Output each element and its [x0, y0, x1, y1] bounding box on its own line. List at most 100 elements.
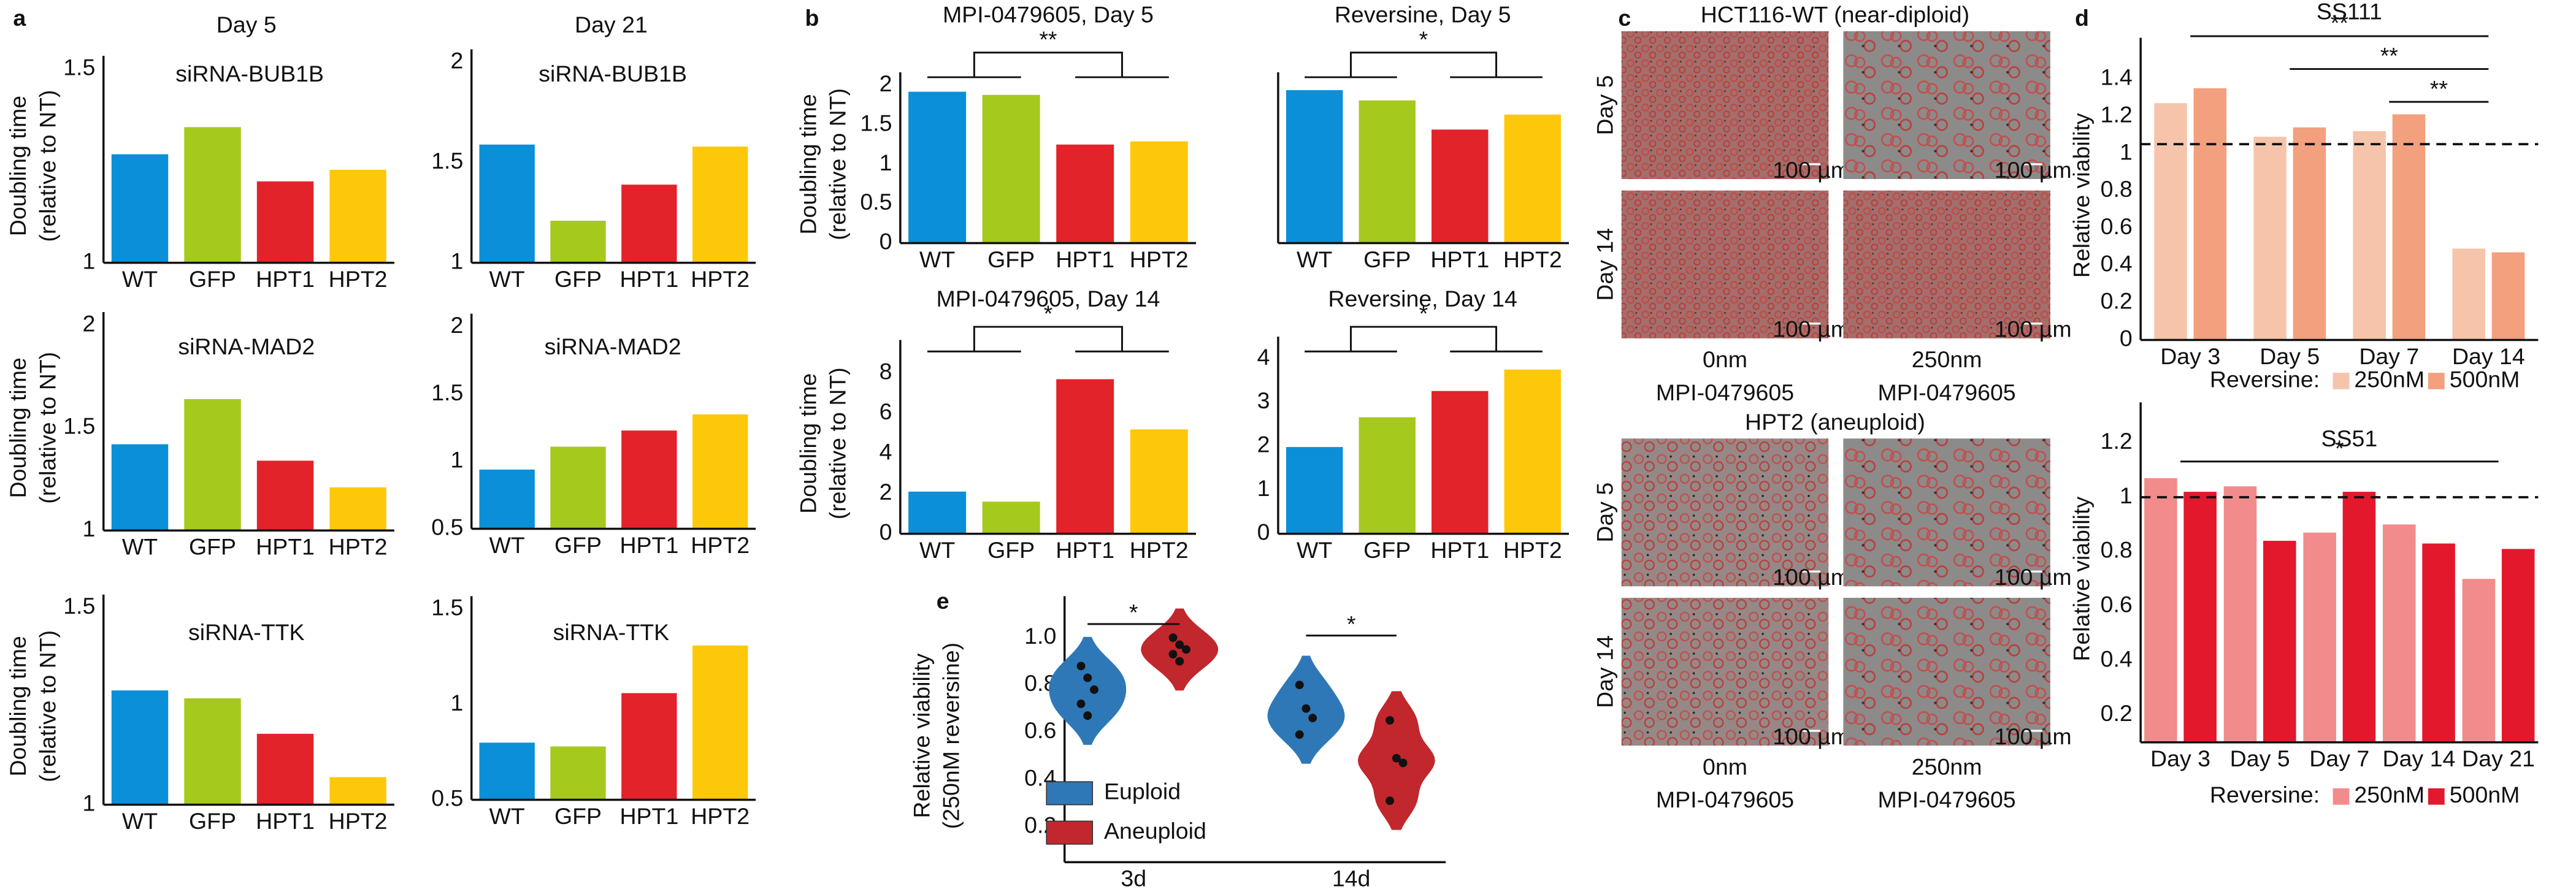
y-axis-label: Relative viability	[2068, 497, 2094, 662]
panel-letter: b	[805, 5, 819, 31]
y-tick-label: 0.5	[431, 785, 463, 811]
panel-letter: c	[1618, 5, 1631, 31]
bar	[2501, 549, 2535, 742]
data-point	[1386, 716, 1395, 725]
micrograph-group-title: HCT116-WT (near-diploid)	[1701, 2, 1969, 28]
x-tick-label: HPT1	[256, 266, 315, 292]
bar	[479, 742, 535, 800]
y-tick-label: 2	[880, 479, 892, 505]
y-tick-label: 0.4	[2101, 646, 2133, 671]
y-tick-label: 0.8	[2101, 176, 2133, 202]
x-tick-label: WT	[489, 266, 525, 292]
chart-title: Reversine, Day 14	[1328, 286, 1517, 311]
scale-bar-label: 100 µm	[1995, 723, 2072, 749]
data-point	[1301, 704, 1311, 713]
bar	[1504, 114, 1561, 243]
x-tick-label: WT	[122, 808, 158, 834]
bar	[329, 487, 386, 531]
data-point	[1295, 681, 1304, 690]
y-tick-label: 1	[450, 248, 463, 274]
x-tick-label: Day 21	[2462, 746, 2535, 771]
y-tick-label: 0.8	[2101, 537, 2133, 563]
bar	[2452, 248, 2486, 340]
bar	[2422, 543, 2455, 742]
bar	[908, 91, 967, 243]
bar	[329, 777, 386, 805]
column-dose: 250nm	[1912, 754, 1982, 780]
significance-label: *	[1347, 611, 1356, 636]
micrograph	[1843, 438, 2050, 587]
bar	[2383, 524, 2416, 742]
chart-title: SS51	[2321, 425, 2377, 451]
x-tick-label: HPT2	[1130, 246, 1189, 272]
y-tick-label: 0	[1257, 519, 1270, 544]
data-point	[1083, 673, 1092, 682]
y-tick-label: 1	[2120, 483, 2133, 508]
data-point	[1398, 758, 1408, 768]
x-tick-label: Day 14	[2452, 343, 2525, 369]
y-tick-label: 2	[82, 310, 95, 336]
bar	[550, 446, 606, 529]
significance-label: *	[1419, 300, 1428, 326]
legend-title: Reversine:	[2210, 782, 2320, 807]
chart-title: MPI-0479605, Day 5	[943, 2, 1154, 28]
data-point	[1295, 730, 1304, 739]
legend-label: Euploid	[1104, 779, 1181, 804]
y-tick-label: 2	[1257, 432, 1270, 457]
micrograph	[1843, 31, 2050, 180]
scale-bar-label: 100 µm	[1995, 157, 2072, 183]
y-tick-label: 4	[880, 439, 892, 465]
chart-title: siRNA-TTK	[553, 619, 670, 645]
legend-label: 250nM	[2354, 782, 2425, 807]
bar	[2491, 252, 2525, 340]
y-tick-label: 0.4	[2101, 251, 2133, 277]
y-axis-label: Doubling time	[795, 373, 821, 514]
legend-title: Reversine:	[2210, 366, 2320, 392]
y-tick-label: 1.5	[431, 148, 463, 174]
bar	[256, 460, 314, 531]
y-tick-label: 1.4	[2101, 64, 2133, 90]
x-tick-label: GFP	[1363, 246, 1411, 272]
y-tick-label: 0	[880, 519, 892, 544]
legend-swatch	[2333, 788, 2350, 805]
bar	[479, 144, 535, 263]
y-tick-label: 2	[450, 48, 463, 74]
y-axis-label: (relative to NT)	[34, 352, 60, 504]
bar	[2462, 579, 2496, 742]
legend-label: 500nM	[2450, 366, 2520, 392]
y-tick-label: 1	[1257, 475, 1270, 501]
bar	[621, 693, 677, 800]
bar	[908, 491, 967, 534]
column-drug: MPI-0479605	[1656, 787, 1794, 812]
x-tick-label: Day 5	[2230, 746, 2290, 771]
y-tick-label: 0.5	[860, 189, 892, 215]
x-tick-label: GFP	[554, 266, 602, 292]
x-tick-label: GFP	[189, 534, 236, 560]
bar	[2154, 103, 2187, 340]
bar	[111, 690, 169, 805]
significance-label: *	[1129, 600, 1138, 625]
scale-bar-label: 100 µm	[1773, 723, 1850, 749]
data-point	[1181, 645, 1190, 654]
y-axis-label: Doubling time	[795, 94, 821, 234]
y-tick-label: 2	[880, 71, 892, 96]
row-label: Day 14	[1592, 635, 1618, 708]
micrograph	[1621, 190, 1829, 338]
significance-label: **	[2430, 75, 2448, 101]
y-tick-label: 1.0	[1024, 623, 1056, 649]
y-tick-label: 1.5	[431, 595, 463, 620]
bar	[1130, 141, 1188, 243]
x-tick-label: HPT2	[691, 803, 749, 829]
y-tick-label: 8	[880, 359, 892, 384]
y-tick-label: 1	[82, 516, 95, 541]
bar	[2342, 492, 2376, 742]
bar	[550, 746, 606, 800]
bar	[1432, 391, 1489, 534]
y-tick-label: 3	[1257, 387, 1270, 413]
column-header: Day 5	[217, 12, 277, 37]
data-point	[1089, 685, 1098, 694]
x-tick-label: HPT2	[1130, 537, 1189, 563]
y-axis-label: (250nM reversine)	[938, 643, 964, 829]
micrograph	[1621, 31, 1829, 180]
